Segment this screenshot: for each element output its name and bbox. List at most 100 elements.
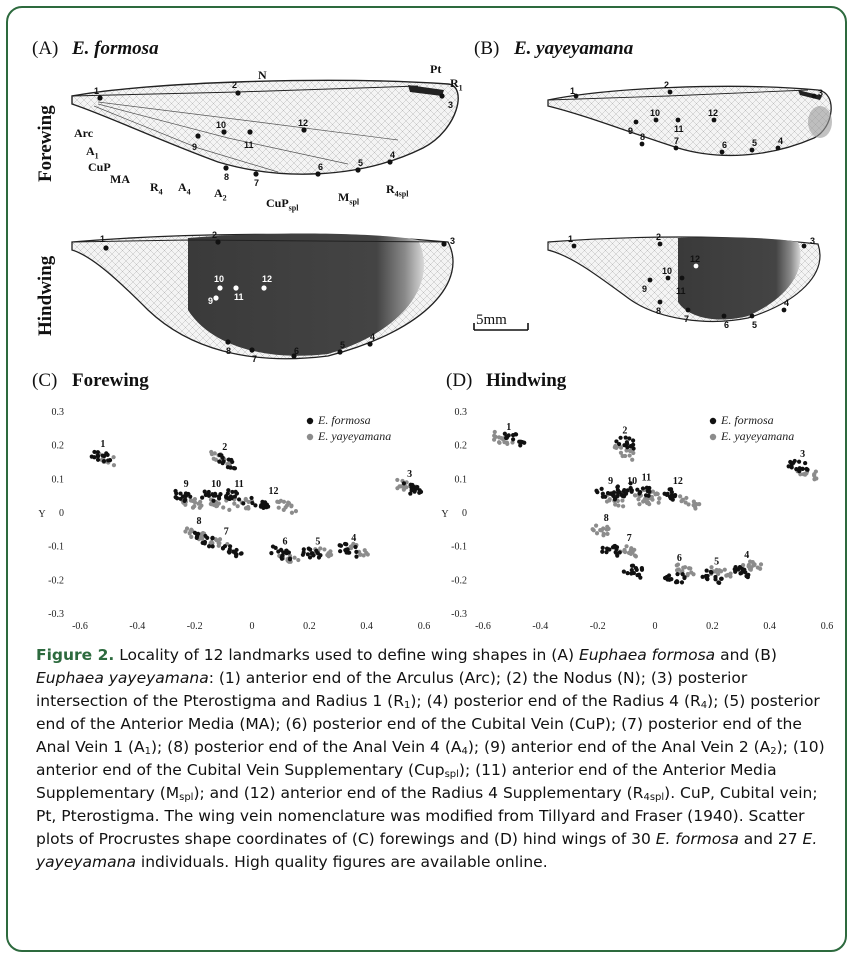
data-point (733, 569, 738, 574)
data-point (630, 457, 635, 462)
data-point (675, 572, 680, 577)
wing-landmark-number: 4 (390, 150, 396, 160)
data-point (741, 563, 746, 568)
data-point (641, 499, 646, 504)
wing-landmark-number: 4 (370, 332, 376, 342)
data-point (183, 502, 188, 507)
wing-landmark-number: 9 (208, 296, 214, 306)
data-point (603, 494, 608, 499)
data-point (630, 563, 636, 568)
data-point (95, 450, 100, 455)
data-point (591, 528, 596, 533)
data-point (198, 534, 204, 539)
data-point (662, 575, 668, 581)
data-point (234, 491, 240, 496)
figure-area: (A) E. formosa (B) E. yayeyamana Forewin… (28, 30, 841, 632)
data-point (649, 496, 654, 501)
data-point (234, 547, 239, 553)
data-point (276, 505, 281, 510)
data-point (758, 566, 763, 571)
data-point (629, 488, 634, 493)
landmark-label: 1 (100, 439, 105, 450)
scatter-forewing: 0.3 0.2 0.1 0 -0.1 -0.2 -0.3 -0.6 -0.4 -0.2 0 0.2 0.… (38, 407, 430, 632)
landmark-label: 1 (506, 422, 511, 433)
data-point (693, 506, 698, 511)
data-point (722, 567, 727, 572)
data-point (244, 505, 250, 511)
y-tick-label: 0.2 (52, 441, 65, 452)
landmark-label: 6 (282, 536, 287, 547)
data-point (178, 491, 183, 496)
data-point (631, 450, 636, 456)
data-point (111, 455, 116, 460)
data-point (713, 574, 718, 580)
wing-landmark-number: 2 (232, 80, 238, 90)
data-point (236, 497, 242, 502)
data-point (311, 553, 316, 558)
data-point (241, 501, 246, 506)
data-point (198, 499, 203, 504)
data-point (395, 477, 400, 483)
wing-landmark-number: 1 (570, 86, 576, 96)
data-point (211, 456, 216, 461)
wing-landmark-number: 2 (656, 232, 662, 242)
data-point (338, 549, 343, 554)
y-axis-label: Y (441, 509, 448, 520)
panel-b-title: E. yayeyamana (514, 38, 634, 59)
data-point (196, 531, 201, 536)
panel-d-title: Hindwing (486, 370, 567, 391)
data-point (106, 458, 111, 463)
label-pt: Pt (430, 62, 442, 76)
data-point (678, 494, 683, 499)
y-tick-label: 0 (462, 508, 467, 519)
wing-landmark-number: 6 (724, 320, 730, 330)
legend-label: E. yayeyamana (317, 429, 391, 443)
data-point (226, 496, 231, 501)
y-axis-label: Y (38, 509, 45, 520)
data-point (644, 485, 649, 490)
panel-a-title: E. formosa (72, 38, 159, 59)
data-point (679, 580, 685, 585)
data-point (100, 453, 105, 458)
data-point (308, 547, 313, 552)
data-point (631, 570, 636, 576)
panel-c-title: Forewing (72, 370, 149, 391)
data-point (180, 494, 186, 499)
landmarks-forewing-a (97, 90, 445, 177)
x-tick-label: 0.6 (821, 621, 834, 632)
data-point (758, 562, 764, 567)
data-point (605, 531, 610, 536)
legend-label: E. formosa (720, 413, 774, 427)
data-point (627, 448, 632, 453)
data-point (743, 570, 748, 575)
landmark-label: 7 (224, 526, 229, 537)
data-point (214, 504, 219, 509)
data-point (615, 553, 620, 558)
panel-a-letter: (A) (32, 38, 59, 59)
y-tick-label: 0.3 (52, 407, 65, 418)
data-point (633, 493, 638, 498)
data-point (620, 498, 625, 503)
data-point (492, 433, 497, 438)
label-cup: CuP (88, 160, 111, 174)
data-point (492, 437, 497, 442)
data-point (95, 457, 101, 462)
data-point (497, 435, 502, 440)
data-point (338, 543, 344, 548)
data-point (253, 503, 258, 508)
data-point (796, 459, 802, 464)
wing-landmark-number: 10 (662, 266, 673, 276)
label-arc: Arc (74, 126, 94, 140)
data-point (611, 490, 617, 495)
data-point (194, 535, 199, 540)
wing-landmark-number: 6 (318, 162, 324, 172)
data-point (207, 544, 212, 549)
data-point (217, 459, 222, 464)
label-r1: R1 (450, 76, 463, 93)
data-point (704, 568, 709, 573)
label-r4spl: R4spl (386, 182, 409, 199)
panel-c-letter: (C) (32, 370, 58, 391)
landmarks-hindwing-a (103, 239, 447, 359)
data-point (289, 504, 294, 509)
landmark-label: 3 (407, 469, 412, 480)
